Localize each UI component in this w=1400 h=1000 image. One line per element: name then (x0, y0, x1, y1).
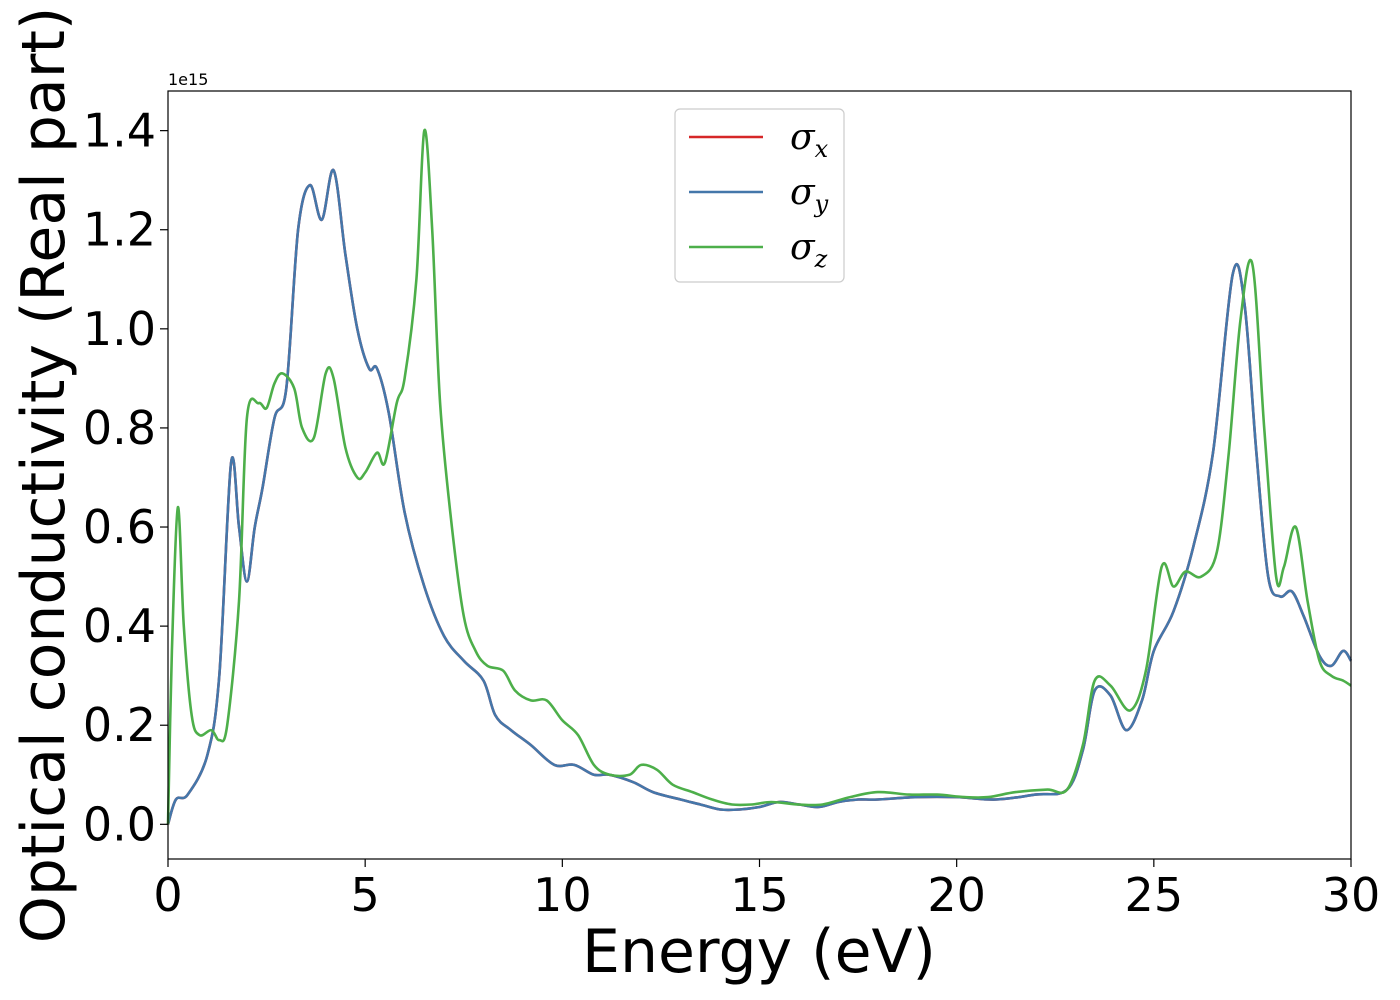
y-tick-label: 1.0 (83, 302, 156, 356)
y-axis: 0.0 0.2 0.4 0.6 0.8 1.0 1.2 1.4 (83, 104, 168, 851)
y-offset-label: 1e15 (168, 70, 208, 89)
y-tick-label: 1.2 (83, 203, 156, 257)
series-line-z (166, 128, 1352, 825)
legend-label-z: σz (790, 227, 828, 273)
y-tick-label: 0.8 (83, 401, 156, 455)
x-tick-label: 30 (1322, 868, 1381, 922)
y-tick-label: 0.6 (83, 500, 156, 554)
x-tick-label: 10 (533, 868, 592, 922)
legend-box (674, 108, 845, 283)
y-tick-label: 0.2 (83, 698, 156, 752)
x-tick-label: 15 (730, 868, 789, 922)
y-tick-label: 0.4 (83, 599, 156, 653)
y-axis-title: Optical conductivity (Real part) (9, 7, 79, 944)
x-axis: 0 5 10 15 20 25 30 (153, 859, 1380, 922)
y-tick-label: 0.0 (83, 797, 156, 851)
series-layer (166, 128, 1353, 825)
x-tick-label: 0 (153, 868, 182, 922)
x-tick-label: 20 (927, 868, 986, 922)
y-tick-label: 1.4 (83, 104, 156, 158)
legend: σx σy σz (674, 108, 845, 283)
x-tick-label: 25 (1125, 868, 1184, 922)
series-line-y (166, 168, 1353, 825)
legend-label-x: σx (790, 117, 829, 163)
x-axis-title: Energy (eV) (582, 917, 936, 987)
legend-label-y: σy (790, 172, 829, 218)
x-tick-label: 5 (351, 868, 380, 922)
